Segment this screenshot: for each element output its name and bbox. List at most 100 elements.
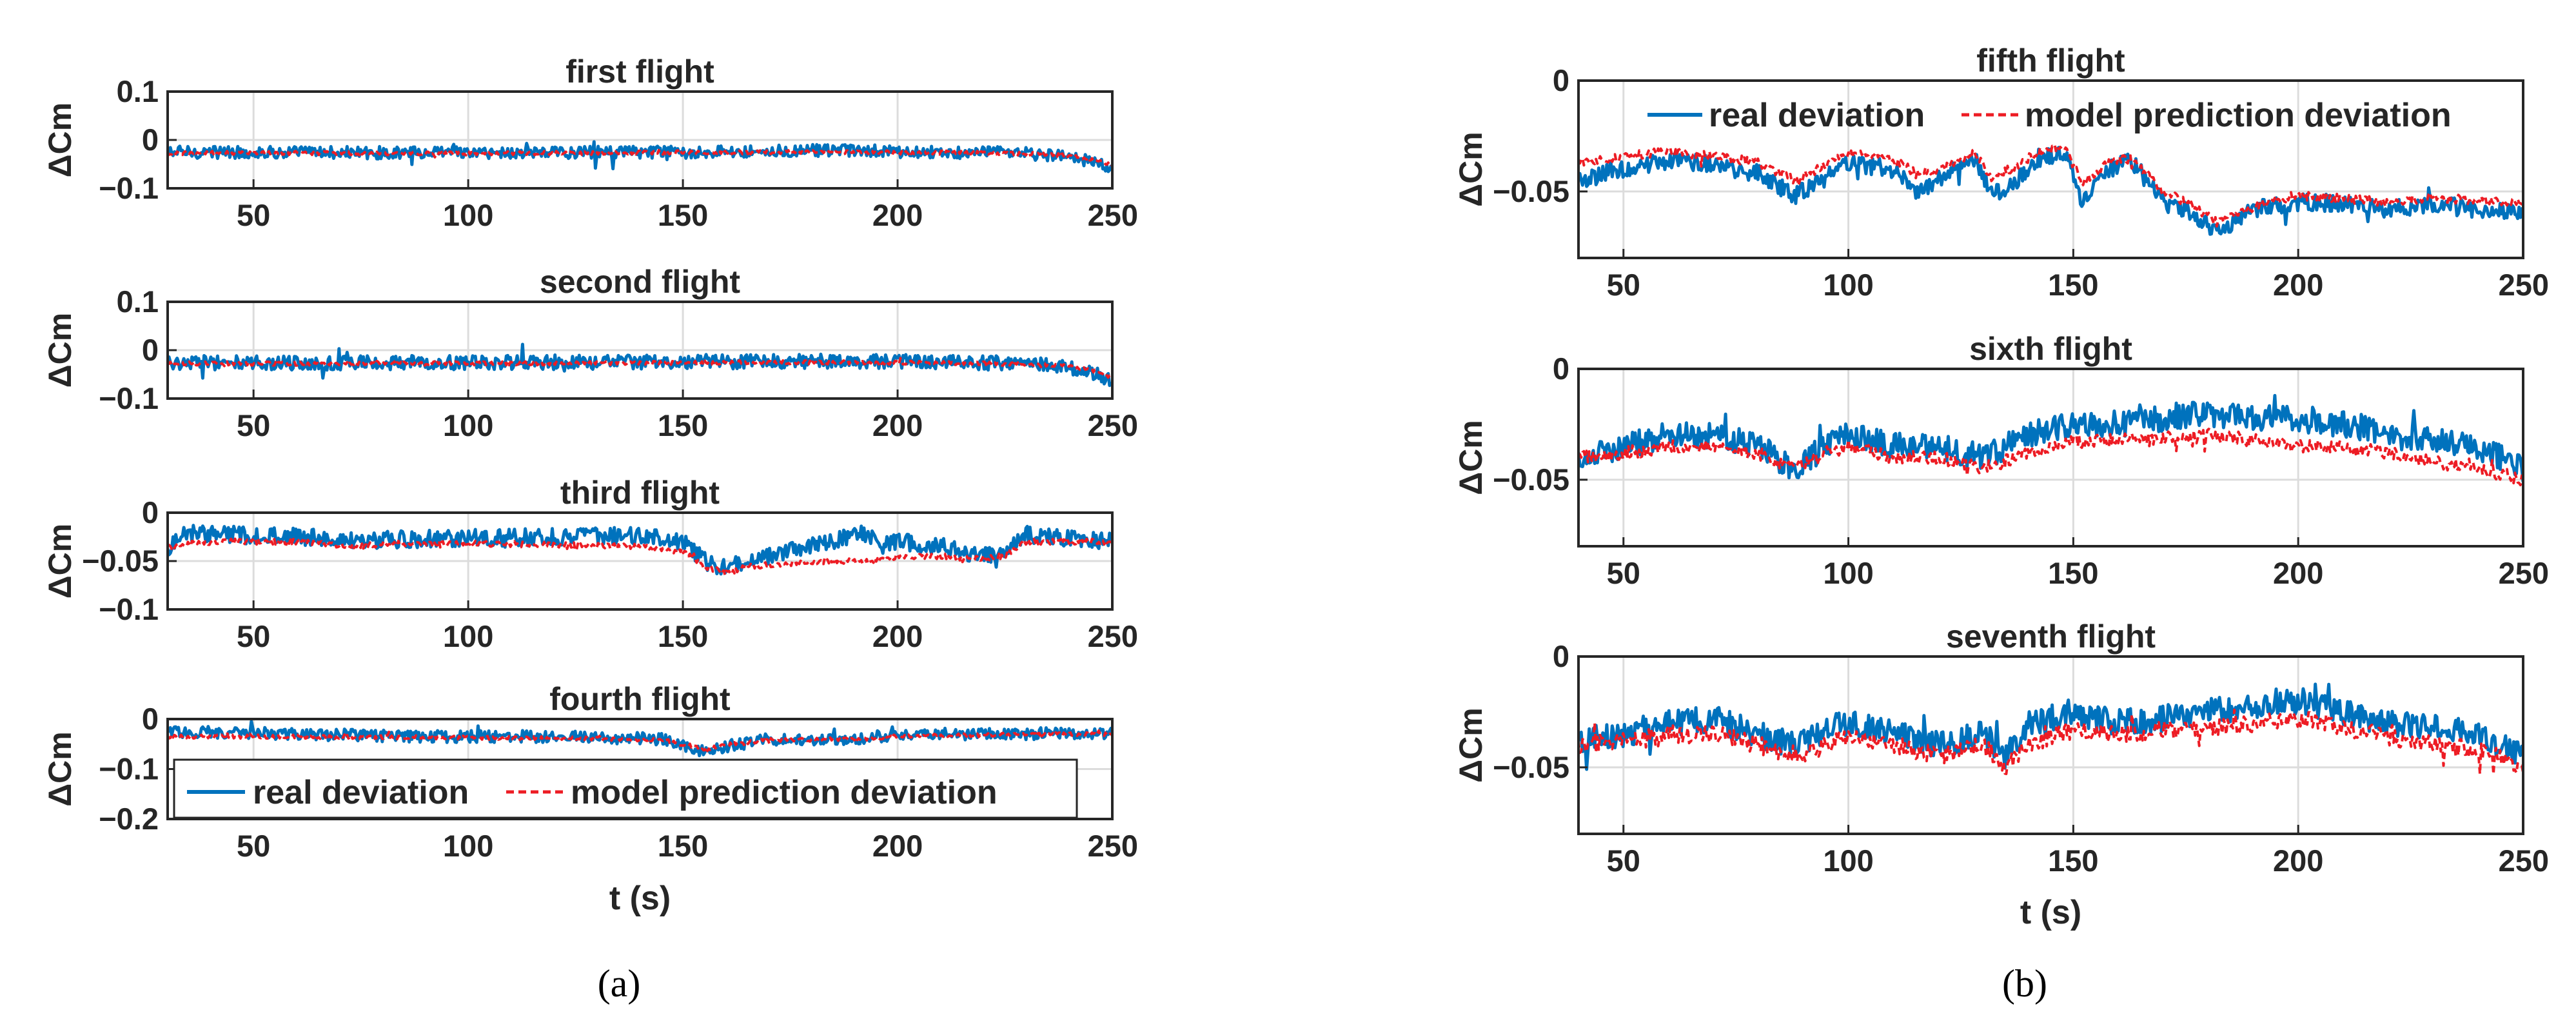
y-axis-label: ΔCm [42,103,78,178]
x-tick-label: 250 [1088,619,1138,653]
y-tick-label: −0.1 [99,752,159,786]
plot-second-flight: second flight 50 100 150 200 250 0.1 0 −0.1 ΔCm [42,264,1138,442]
legend-real-label: real deviation [253,774,469,811]
y-tick-label: 0.1 [117,74,159,108]
legend-model-label: model prediction deviation [2025,97,2452,134]
series-line-model-prediction-deviation [168,536,1112,577]
series-line-real-deviation [168,720,1112,758]
y-tick-label: 0 [142,702,159,736]
y-axis-label: ΔCm [1453,420,1489,495]
x-tick-label: 150 [658,829,708,863]
x-tick-label: 250 [1088,408,1138,442]
legend-box [173,758,1078,819]
x-axis-label: t (s) [2020,894,2081,931]
x-tick-label: 50 [237,619,270,653]
series-line-real-deviation [1578,682,2523,771]
x-tick-label: 200 [2273,844,2323,878]
legend-model-label: model prediction deviation [571,774,998,811]
y-tick-label: −0.1 [99,171,159,205]
x-tick-label: 200 [872,198,923,232]
x-tick-label: 100 [1823,844,1873,878]
x-tick-label: 50 [237,829,270,863]
y-tick-label: 0 [142,333,159,367]
y-axis-label: ΔCm [1453,132,1489,207]
x-tick-label: 150 [658,619,708,653]
plot-first-flight: first flight 50 100 150 200 250 0.1 0 −0.1 ΔCm [42,54,1138,232]
series-line-model-prediction-deviation [168,729,1112,753]
x-tick-label: 200 [872,619,923,653]
series-line-real-deviation [168,140,1112,173]
series-line-real-deviation [168,524,1112,576]
series-line-model-prediction-deviation [1578,428,2523,487]
y-tick-label: 0 [1553,639,1569,673]
legend-fourth-flight: real deviation model prediction deviatio… [173,758,1078,819]
legend-fifth-flight: real deviation model prediction deviatio… [1647,97,2452,134]
x-tick-label: 150 [2048,556,2098,590]
plot-title: fourth flight [549,681,731,717]
x-tick-label: 50 [1607,556,1640,590]
y-axis-label: ΔCm [42,313,78,388]
x-tick-label: 200 [872,829,923,863]
y-axis-label: ΔCm [42,524,78,599]
x-tick-label: 50 [1607,268,1640,302]
y-tick-label: −0.05 [1493,174,1569,208]
x-tick-label: 150 [658,408,708,442]
y-tick-label: 0 [1553,351,1569,386]
x-tick-label: 50 [1607,844,1640,878]
series-line-model-prediction-deviation [168,357,1112,379]
plot-frame [1577,79,2524,259]
series-line-real-deviation [168,342,1112,388]
y-tick-label: 0 [142,123,159,157]
y-tick-label: 0.1 [117,284,159,319]
y-tick-label: −0.05 [82,544,159,578]
x-tick-label: 100 [1823,268,1873,302]
x-tick-label: 100 [443,619,493,653]
x-tick-label: 100 [443,829,493,863]
y-tick-label: 0 [142,495,159,529]
series-line-model-prediction-deviation [1578,708,2523,776]
plot-title: first flight [565,54,714,90]
x-tick-label: 150 [2048,268,2098,302]
plot-title: seventh flight [1946,618,2156,655]
x-tick-label: 250 [2499,844,2549,878]
series-line-model-prediction-deviation [168,148,1112,167]
series-line-model-prediction-deviation [1578,144,2523,228]
plot-third-flight: third flight 50 100 150 200 250 0 −0.05 −0.1 ΔCm [42,475,1138,653]
y-tick-label: −0.05 [1493,462,1569,497]
x-axis-label: t (s) [609,880,671,917]
x-tick-label: 250 [1088,829,1138,863]
x-tick-label: 200 [2273,268,2323,302]
x-tick-label: 250 [2499,268,2549,302]
x-tick-label: 100 [1823,556,1873,590]
caption-a: (a) [598,962,641,1005]
y-tick-label: −0.1 [99,381,159,415]
x-tick-label: 50 [237,198,270,232]
x-tick-label: 250 [1088,198,1138,232]
y-tick-label: −0.1 [99,592,159,626]
y-axis-label: ΔCm [1453,707,1489,783]
x-tick-label: 150 [2048,844,2098,878]
plot-title: sixth flight [1969,331,2132,367]
plot-title: second flight [540,264,740,300]
x-tick-label: 250 [2499,556,2549,590]
x-tick-label: 100 [443,408,493,442]
x-tick-label: 100 [443,198,493,232]
x-tick-label: 150 [658,198,708,232]
x-tick-label: 200 [2273,556,2323,590]
y-tick-label: −0.05 [1493,750,1569,784]
series-line-real-deviation [1578,393,2523,482]
x-tick-label: 200 [872,408,923,442]
y-tick-label: −0.2 [99,802,159,836]
legend-real-label: real deviation [1709,97,1925,134]
x-tick-label: 50 [237,408,270,442]
plot-title: fifth flight [1976,43,2125,79]
plot-frame [1577,368,2524,548]
y-tick-label: 0 [1553,63,1569,97]
y-axis-label: ΔCm [42,731,78,807]
caption-b: (b) [2002,962,2047,1005]
